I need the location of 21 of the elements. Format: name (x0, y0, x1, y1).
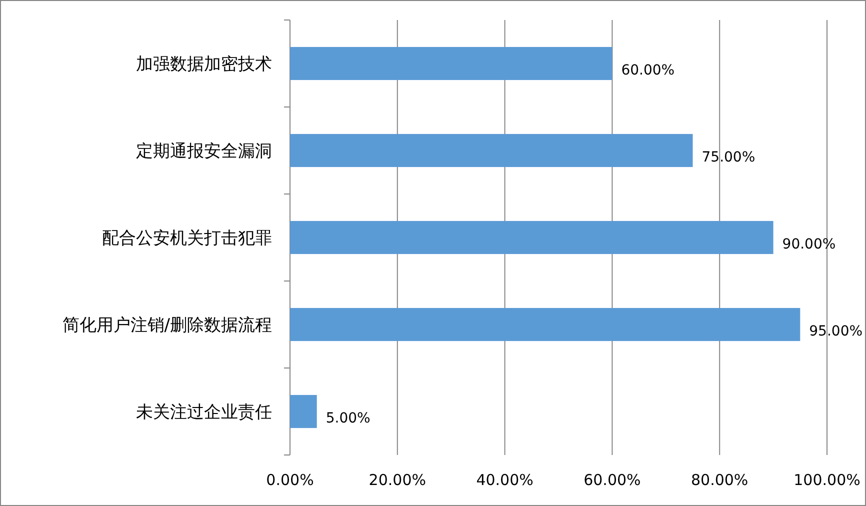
x-tick-label: 100.00% (794, 471, 860, 489)
y-tick-label: 加强数据加密技术 (136, 54, 272, 74)
x-tick-label: 40.00% (476, 471, 534, 489)
y-tick-label: 配合公安机关打击犯罪 (102, 228, 272, 248)
x-tick-label: 20.00% (368, 471, 426, 489)
x-tick-label: 80.00% (691, 471, 748, 489)
bar (290, 308, 800, 342)
bar (290, 134, 693, 168)
data-label: 5.00% (326, 410, 370, 426)
data-label: 75.00% (702, 150, 756, 166)
data-label: 95.00% (809, 324, 863, 340)
bar (290, 220, 774, 254)
data-label: 90.00% (782, 236, 836, 252)
y-tick-label: 未关注过企业责任 (136, 402, 272, 422)
x-tick-label: 0.00% (266, 471, 314, 489)
y-tick-label: 简化用户注销/删除数据流程 (62, 316, 272, 336)
bar (290, 394, 317, 428)
x-tick-label: 60.00% (584, 471, 641, 489)
bar (290, 46, 612, 80)
y-tick-label: 定期通报安全漏洞 (136, 142, 272, 162)
data-label: 60.00% (621, 62, 675, 78)
